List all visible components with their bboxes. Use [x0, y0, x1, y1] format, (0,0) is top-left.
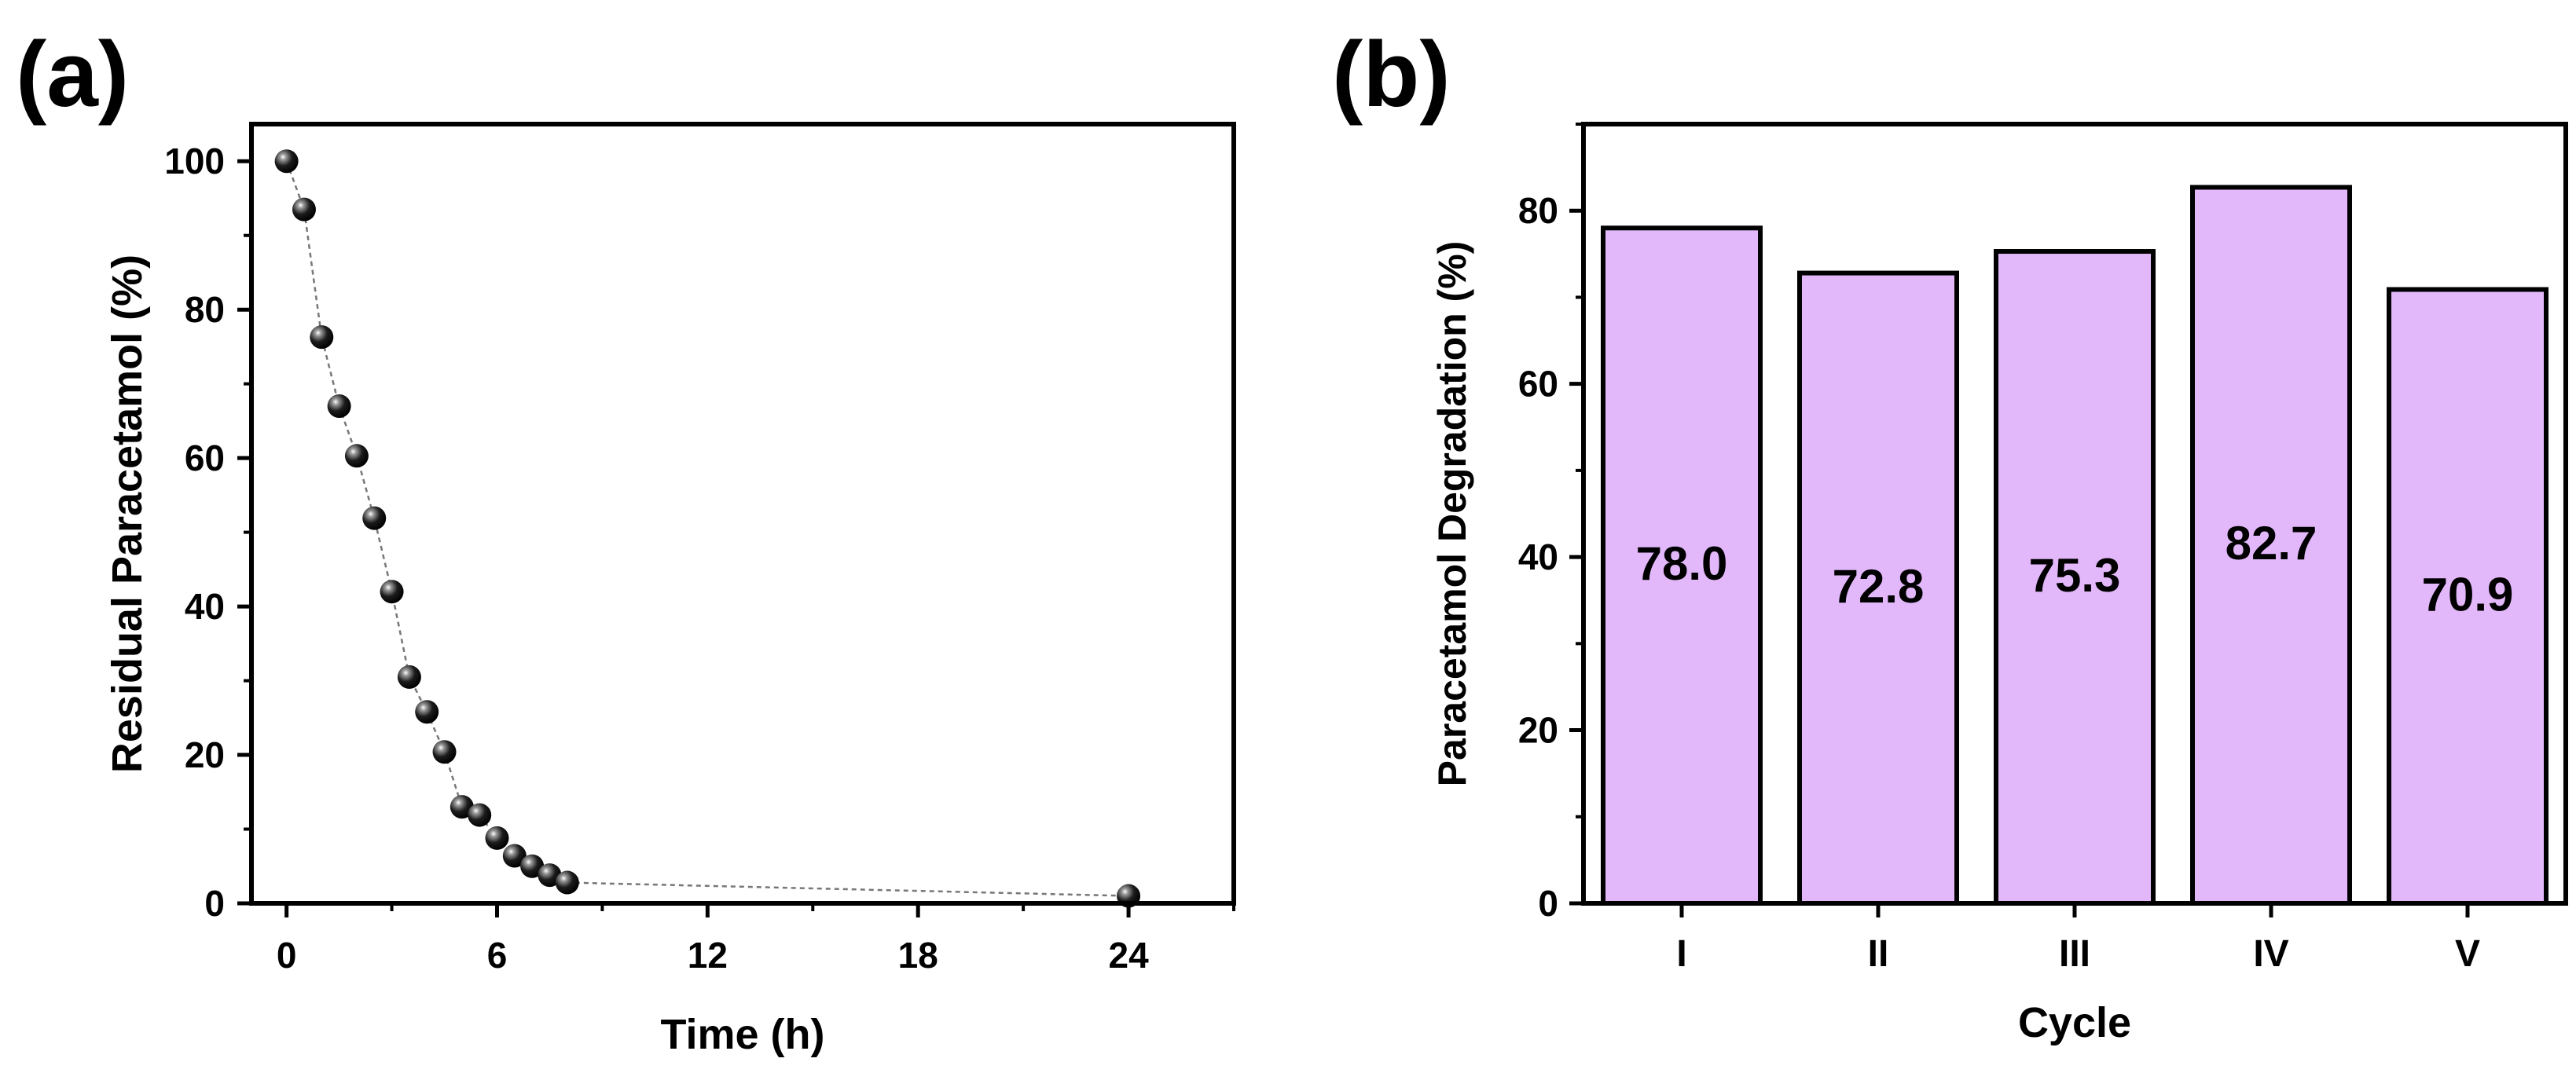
panel-b-y-tick-label: 40	[1518, 536, 1558, 577]
panel-a-axis-ticks: 0 6 12 18 24 0 20 40 60 80 100	[164, 141, 1235, 976]
panel-a-data-point	[502, 844, 527, 868]
panel-a-data-point	[397, 665, 421, 689]
panel-a-data-point	[520, 854, 545, 878]
panel-b-x-tick-label: IV	[2253, 933, 2288, 975]
panel-a-data-point	[450, 795, 474, 819]
panel-a-data-point	[327, 394, 351, 419]
panel-a: (a) 0 6 12 18 24 0 20 40 60 80 100 Time (h) Residu…	[16, 23, 1236, 1058]
panel-a-data-point	[485, 826, 509, 850]
panel-a-y-tick-label: 60	[185, 438, 225, 478]
panel-b-plot-frame	[1581, 122, 2568, 906]
panel-a-y-tick-label: 80	[185, 289, 225, 330]
panel-a-x-tick-label: 12	[688, 935, 728, 976]
panel-a-y-tick-label: 20	[185, 734, 225, 775]
panel-a-y-tick-label: 0	[204, 883, 225, 924]
panel-b-x-tick-label: V	[2455, 933, 2480, 975]
panel-a-x-tick-label: 18	[898, 935, 938, 976]
panel-b-y-tick-label: 20	[1518, 710, 1558, 751]
panel-b-label: (b)	[1332, 23, 1451, 126]
panel-a-series-line	[285, 160, 1129, 897]
panel-b-bars: 78.0 72.8 75.3 82.7 70.9	[1601, 185, 2548, 906]
panel-b-x-axis-title: Cycle	[2018, 999, 2131, 1046]
panel-b-x-tick-label: II	[1868, 933, 1889, 975]
panel-b: (b) 78.0 72.8 75.382.770.9 I II III IV V020406…	[1332, 23, 2568, 1046]
panel-b-bar-value-label: 72.8	[1833, 560, 1925, 613]
panel-a-data-point	[380, 580, 404, 604]
panel-b-x-tick-label: III	[2059, 933, 2090, 975]
panel-a-x-tick-label: 0	[277, 935, 297, 976]
panel-a-data-point	[344, 444, 369, 468]
panel-b-bar-value-label: 82.7	[2226, 517, 2317, 569]
panel-a-y-axis-title: Residual Paracetamol (%)	[104, 255, 151, 773]
panel-b-bar-value-label: 70.9	[2422, 568, 2514, 621]
panel-b-y-tick-label: 60	[1518, 364, 1558, 405]
panel-b-bar-value-label: 75.3	[2029, 549, 2121, 602]
panel-a-label: (a)	[16, 23, 129, 126]
panel-a-data-point	[292, 197, 316, 222]
panel-a-data-point	[274, 149, 299, 174]
panel-a-data-point	[432, 740, 457, 764]
panel-a-data-point	[362, 506, 387, 530]
panel-a-plot-frame	[249, 122, 1236, 906]
panel-a-x-axis-title: Time (h)	[660, 1011, 824, 1058]
panel-a-data-point	[310, 325, 334, 350]
panel-b-bar	[1994, 249, 2156, 906]
panel-b-bar	[2190, 185, 2352, 906]
panel-a-data-point	[468, 803, 492, 827]
panel-a-x-tick-label: 6	[487, 935, 508, 976]
panel-a-x-tick-label: 24	[1108, 935, 1149, 976]
panel-b-bar	[2387, 287, 2548, 906]
panel-a-y-tick-label: 40	[185, 586, 225, 627]
panel-b-y-axis-title: Paracetamol Degradation (%)	[1430, 241, 1474, 787]
panel-a-data-point	[555, 870, 579, 895]
panel-a-data-point	[415, 700, 439, 724]
panel-a-points	[274, 149, 1141, 908]
panel-b-bar-value-label: 78.0	[1636, 537, 1728, 590]
panel-b-y-tick-label: 80	[1518, 190, 1558, 231]
panel-b-y-tick-label: 0	[1538, 883, 1558, 924]
panel-a-y-tick-label: 100	[164, 141, 225, 181]
panel-b-x-tick-label: I	[1676, 933, 1686, 975]
